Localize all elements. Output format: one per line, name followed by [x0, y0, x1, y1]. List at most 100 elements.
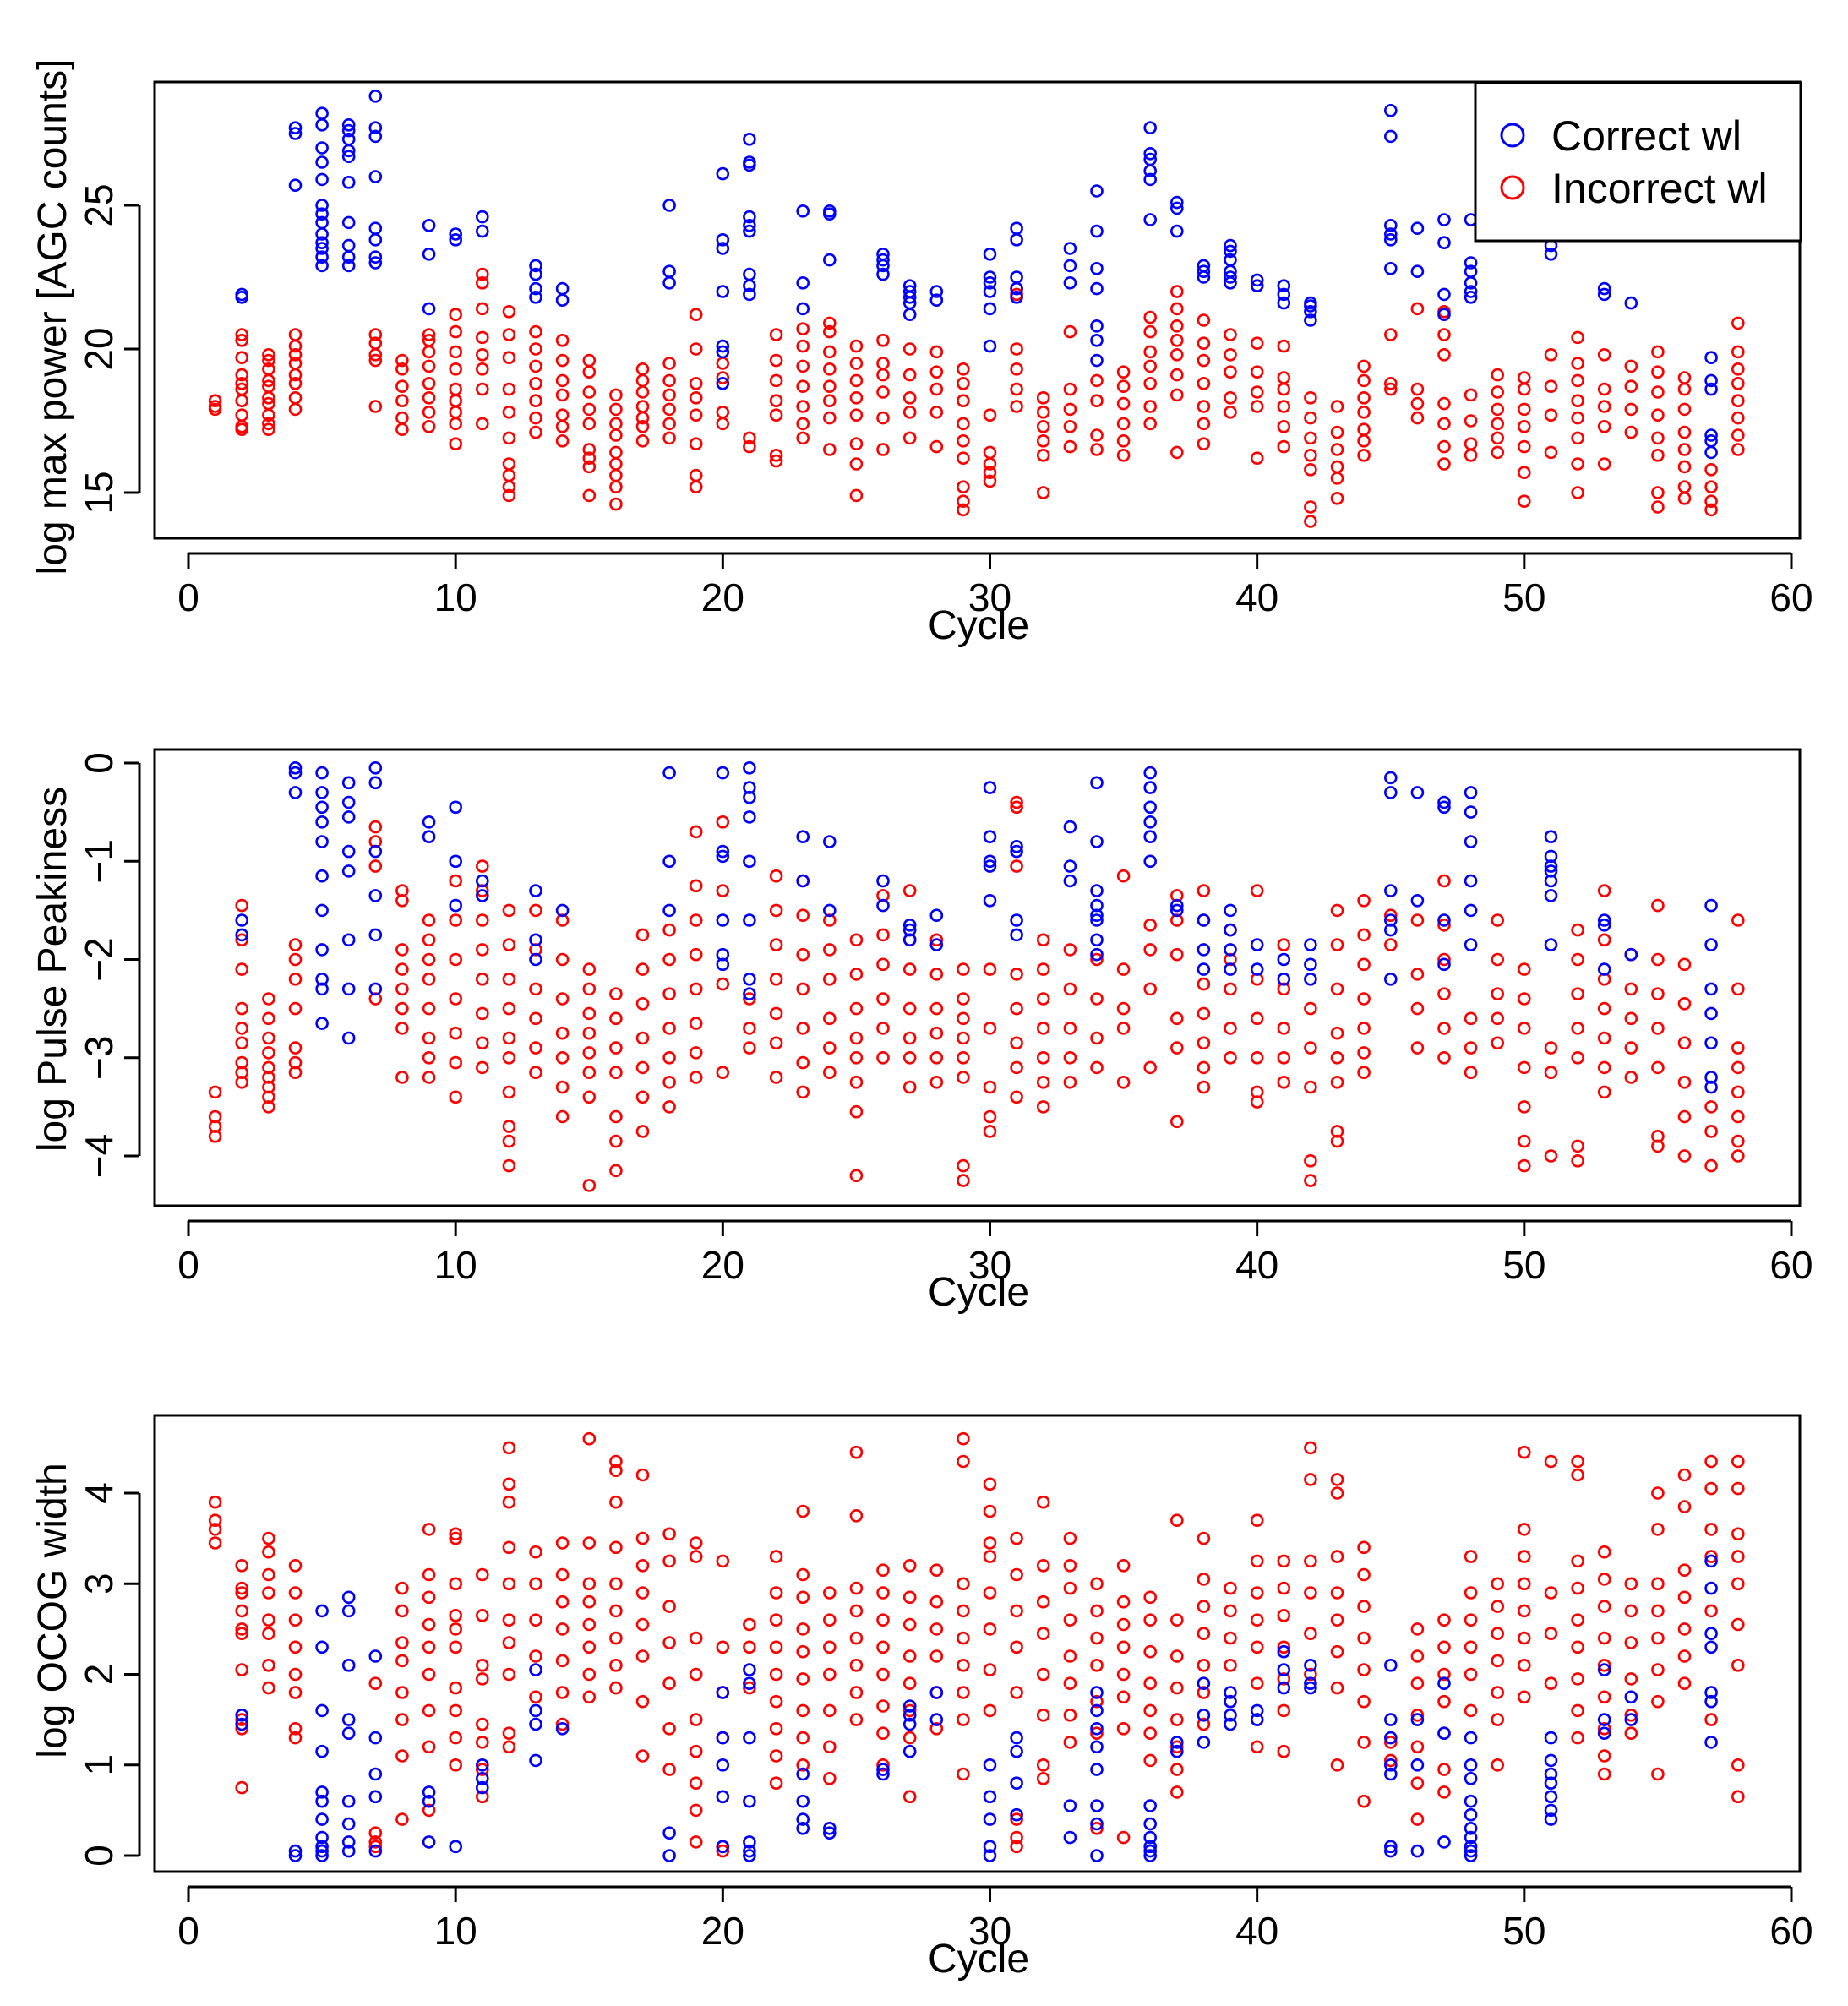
data-point	[1170, 1744, 1184, 1758]
data-point	[368, 221, 383, 236]
data-point	[716, 1066, 730, 1079]
data-point	[1143, 982, 1157, 996]
data-point	[1143, 310, 1157, 324]
data-point	[555, 1109, 570, 1124]
data-point	[957, 1454, 970, 1469]
data-point	[1677, 1676, 1692, 1690]
data-point	[769, 454, 783, 468]
data-point	[529, 1066, 542, 1079]
data-point	[1651, 952, 1665, 967]
data-point	[1250, 962, 1264, 976]
data-point	[582, 460, 597, 474]
data-point	[555, 388, 570, 402]
x-tick-label: 20	[701, 575, 744, 619]
data-point	[957, 417, 970, 431]
data-point	[1384, 218, 1398, 232]
data-point	[1518, 371, 1531, 384]
data-point	[1116, 1022, 1131, 1035]
data-point	[368, 170, 383, 183]
data-point	[876, 1586, 890, 1600]
data-point	[1357, 359, 1371, 373]
data-point	[1624, 1604, 1638, 1618]
data-point	[1597, 1713, 1611, 1726]
data-point	[395, 1636, 409, 1649]
data-point	[769, 903, 783, 918]
data-point	[1277, 1672, 1291, 1686]
data-point	[1704, 1481, 1718, 1496]
data-point	[235, 376, 249, 390]
data-point	[235, 1717, 249, 1731]
data-point	[743, 987, 756, 1000]
data-point	[1357, 1066, 1371, 1079]
data-point	[475, 973, 489, 986]
data-point	[368, 928, 383, 942]
data-point	[315, 207, 329, 221]
data-point	[208, 1523, 222, 1536]
data-point	[555, 1622, 570, 1636]
data-point	[315, 1744, 329, 1758]
data-point	[609, 1041, 623, 1055]
data-point	[1464, 1667, 1478, 1682]
data-point	[368, 1731, 383, 1745]
data-point	[395, 1686, 409, 1699]
data-point	[1518, 1060, 1531, 1075]
data-point	[1437, 919, 1451, 932]
data-point	[1491, 402, 1504, 417]
data-point	[502, 1613, 516, 1627]
data-point	[689, 1046, 703, 1060]
data-point	[1090, 319, 1104, 333]
data-point	[288, 376, 303, 390]
data-point	[902, 1590, 917, 1605]
data-point	[529, 359, 542, 373]
data-point	[1304, 431, 1317, 445]
data-point	[957, 480, 970, 494]
x-tick-label: 0	[177, 1909, 199, 1953]
data-point	[822, 1586, 837, 1600]
data-point	[1384, 1713, 1398, 1726]
data-point	[449, 417, 463, 431]
data-point	[1116, 433, 1131, 448]
data-point	[502, 903, 516, 918]
data-point	[876, 1763, 890, 1776]
data-point	[502, 1085, 516, 1099]
data-point	[1731, 1149, 1745, 1163]
data-point	[262, 373, 275, 388]
data-point	[1010, 1686, 1023, 1699]
data-point	[1224, 328, 1237, 341]
data-point	[716, 977, 730, 991]
data-point	[1116, 1617, 1131, 1632]
data-point	[1384, 973, 1398, 986]
data-point	[902, 1001, 917, 1016]
data-point	[796, 1567, 810, 1582]
legend-label-correct: Correct wl	[1551, 112, 1742, 160]
data-point	[1544, 1627, 1558, 1640]
data-point	[1224, 1631, 1237, 1645]
data-point	[208, 394, 222, 408]
data-point	[341, 118, 356, 132]
data-point	[983, 1022, 997, 1035]
data-point	[849, 1604, 864, 1618]
plot-frame	[153, 1414, 1802, 1873]
data-point	[1090, 443, 1104, 456]
data-point	[555, 1026, 570, 1040]
data-point	[1464, 938, 1478, 951]
data-point	[1624, 1011, 1638, 1026]
data-point	[475, 1036, 489, 1050]
data-point	[1250, 451, 1264, 466]
data-point	[1143, 1590, 1157, 1605]
data-point	[582, 1006, 597, 1021]
data-point	[1704, 1604, 1718, 1618]
data-point	[1410, 382, 1425, 396]
data-point	[262, 353, 275, 368]
data-point	[1571, 1703, 1584, 1718]
data-point	[983, 1663, 997, 1676]
data-point	[235, 1066, 249, 1079]
data-point	[716, 232, 730, 247]
data-point	[609, 1681, 623, 1695]
data-point	[1704, 382, 1718, 396]
data-point	[1597, 281, 1611, 296]
data-point	[822, 1703, 837, 1718]
data-point	[1197, 1006, 1211, 1021]
data-point	[1197, 336, 1211, 351]
data-point	[1597, 1545, 1611, 1559]
